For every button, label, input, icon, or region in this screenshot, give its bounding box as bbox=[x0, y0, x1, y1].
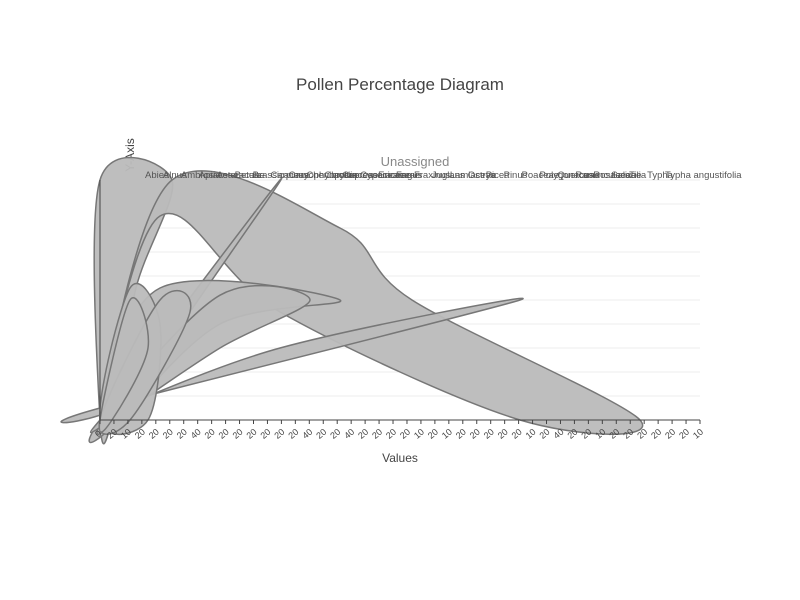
x-tick-label: 40 bbox=[189, 427, 203, 441]
taxon-label: Cupressaceae bbox=[342, 170, 403, 181]
taxon-label: Ericaceae bbox=[378, 170, 420, 181]
x-tick-label: 20 bbox=[398, 427, 412, 441]
x-axis-label: Values bbox=[382, 451, 418, 465]
taxon-label: Tilia bbox=[629, 170, 647, 181]
x-tick-label: 20 bbox=[286, 427, 300, 441]
x-tick-label: 20 bbox=[635, 427, 649, 441]
x-tick-label: 20 bbox=[579, 427, 593, 441]
x-tick-label: 20 bbox=[677, 427, 691, 441]
group-label: Unassigned bbox=[381, 154, 450, 169]
taxon-label: Ambrosia bbox=[181, 170, 222, 181]
x-axis: 0 20 10 20 20 20 20 40 20 20 20 20 20 20 20 40 20 20 40 20 2… bbox=[93, 180, 705, 441]
taxon-labels: AbiesAlnusAmbrosiaApiaceaeAsteraceaeBetu… bbox=[145, 170, 742, 181]
pollen-curve-cyperaceae bbox=[98, 297, 150, 433]
x-tick-label: 10 bbox=[412, 427, 426, 441]
x-tick-label: 20 bbox=[384, 427, 398, 441]
x-tick-label: 20 bbox=[272, 427, 286, 441]
x-tick-label: 40 bbox=[551, 427, 565, 441]
taxon-label: Brassicaceae bbox=[253, 170, 310, 181]
x-tick-label: 20 bbox=[454, 427, 468, 441]
x-tick-label: 20 bbox=[482, 427, 496, 441]
x-tick-label: 20 bbox=[496, 427, 510, 441]
x-tick-label: 20 bbox=[621, 427, 635, 441]
x-tick-label: 20 bbox=[663, 427, 677, 441]
x-tick-label: 10 bbox=[524, 427, 538, 441]
x-tick-label: 20 bbox=[175, 427, 189, 441]
taxon-label: Ranunculaceae bbox=[575, 170, 641, 181]
x-tick-label: 20 bbox=[510, 427, 524, 441]
taxon-label: Fagus bbox=[396, 170, 423, 181]
x-tick-label: 20 bbox=[356, 427, 370, 441]
x-tick-label: 20 bbox=[217, 427, 231, 441]
pollen-curves bbox=[60, 156, 644, 445]
taxon-label: Rosaceae bbox=[593, 170, 636, 181]
chart-title: Pollen Percentage Diagram bbox=[296, 75, 504, 94]
taxon-label: Asteraceae bbox=[217, 170, 265, 181]
taxon-label: Carpinus bbox=[271, 170, 309, 181]
taxon-label: Juglans bbox=[432, 170, 465, 181]
taxon-label: Typha angustifolia bbox=[665, 170, 742, 181]
pollen-curve-betula bbox=[60, 297, 524, 424]
x-tick-label: 10 bbox=[691, 427, 705, 441]
x-tick-label: 20 bbox=[426, 427, 440, 441]
x-tick-label: 20 bbox=[468, 427, 482, 441]
taxon-label: Chenopodiaceae bbox=[306, 170, 378, 181]
taxon-label: Poaceae bbox=[522, 170, 560, 181]
x-tick-label: 20 bbox=[649, 427, 663, 441]
x-tick-label: 20 bbox=[105, 427, 119, 441]
taxon-label: Ostrya bbox=[468, 170, 497, 181]
x-tick-label: 20 bbox=[161, 427, 175, 441]
taxon-label: Typha bbox=[647, 170, 674, 181]
x-tick-label: 10 bbox=[119, 427, 133, 441]
taxon-label: Alnus bbox=[163, 170, 187, 181]
taxon-label: Abies bbox=[145, 170, 169, 181]
x-tick-label: 20 bbox=[133, 427, 147, 441]
taxon-label: Pinus bbox=[504, 170, 528, 181]
taxon-label: Caryophyllaceae bbox=[288, 170, 359, 181]
x-tick-label: 20 bbox=[565, 427, 579, 441]
x-tick-label: 20 bbox=[328, 427, 342, 441]
x-tick-label: 20 bbox=[203, 427, 217, 441]
x-tick-label: 10 bbox=[593, 427, 607, 441]
taxon-label: Corylus bbox=[324, 170, 356, 181]
x-tick-label: 0 bbox=[93, 428, 103, 439]
taxon-label: Apiaceae bbox=[199, 170, 239, 181]
x-tick-label: 20 bbox=[147, 427, 161, 441]
taxon-label: Picea bbox=[486, 170, 510, 181]
x-tick-label: 20 bbox=[231, 427, 245, 441]
taxon-label: Salix bbox=[611, 170, 632, 181]
x-tick-label: 20 bbox=[370, 427, 384, 441]
taxon-label: Lamiaceae bbox=[450, 170, 496, 181]
taxon-label: Fraxinus bbox=[414, 170, 451, 181]
x-tick-label: 20 bbox=[258, 427, 272, 441]
taxon-label: Cyperaceae bbox=[360, 170, 411, 181]
taxon-label: Quercus bbox=[557, 170, 593, 181]
x-tick-label: 20 bbox=[607, 427, 621, 441]
x-tick-label: 40 bbox=[300, 427, 314, 441]
x-tick-label: 20 bbox=[314, 427, 328, 441]
x-tick-label: 20 bbox=[245, 427, 259, 441]
taxon-label: Betula bbox=[235, 170, 263, 181]
x-tick-label: 40 bbox=[342, 427, 356, 441]
taxon-label: Polygonaceae bbox=[539, 170, 599, 181]
x-tick-label: 20 bbox=[538, 427, 552, 441]
x-tick-label: 10 bbox=[440, 427, 454, 441]
